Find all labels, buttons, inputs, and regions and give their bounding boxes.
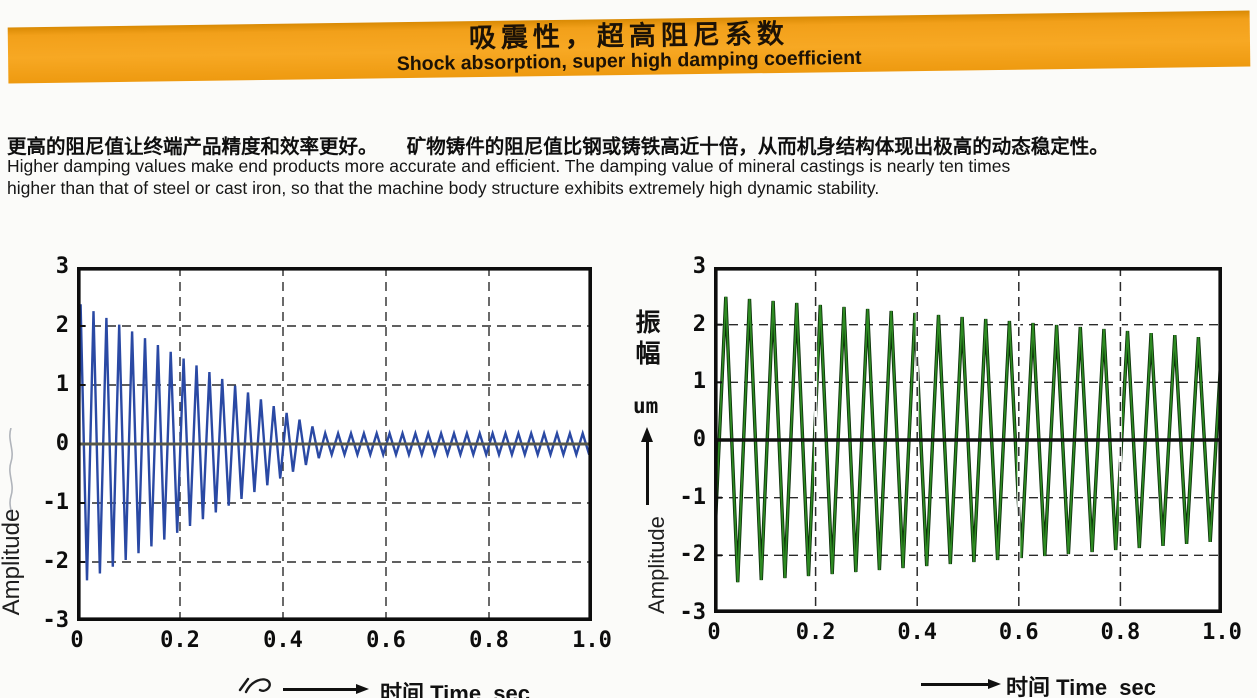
y-tick-label: 2 (692, 311, 706, 337)
x-tick-label: 0 (70, 628, 84, 653)
handwritten-mark (238, 677, 271, 694)
x-tick-label: 0.8 (469, 628, 509, 653)
y-tick-label: -2 (42, 549, 70, 574)
y-tick-label: -3 (42, 608, 70, 633)
intro-paragraph-en: Higher damping values make end products … (7, 156, 1010, 199)
y-tick-label: -3 (679, 600, 707, 625)
right-chart-plot (714, 267, 1222, 613)
scan-artifact-squiggle (9, 428, 13, 518)
y-tick-label: 1 (55, 372, 69, 397)
y-tick-label: 2 (55, 313, 69, 338)
y-tick-label: -1 (42, 490, 70, 515)
left-chart-xlabel: 时间 Time sec (380, 681, 530, 698)
up-arrow-icon (641, 427, 653, 505)
right-chart-xlabel: 时间 Time sec (1006, 675, 1156, 698)
banner: 吸震性，超高阻尼系数 Shock absorption, super high … (7, 10, 1251, 84)
right-chart-ylabel: Amplitude (644, 516, 669, 614)
right-chart-ylabel-unit: um (633, 394, 659, 418)
x-tick-label: 0.2 (795, 620, 836, 645)
right-arrow-icon (283, 684, 369, 694)
banner-title-en: Shock absorption, super high damping coe… (396, 46, 862, 76)
x-tick-label: 0 (707, 620, 721, 645)
x-tick-label: 0.6 (998, 620, 1039, 645)
y-tick-label: 3 (55, 254, 69, 279)
y-tick-label: 1 (692, 369, 706, 395)
intro-en-line1: Higher damping values make end products … (7, 156, 1011, 176)
left-chart-plot (77, 267, 592, 621)
plot-border (77, 267, 592, 621)
y-tick-label: 0 (692, 427, 706, 452)
plot-border (714, 267, 1222, 613)
x-tick-label: 1.0 (1202, 620, 1242, 645)
intro-en-line2: higher than that of steel or cast iron, … (7, 177, 880, 198)
intro-paragraph-zh: 更高的阻尼值让终端产品精度和效率更好。 矿物铸件的阻尼值比钢或铸铁高近十倍，从而… (7, 136, 1109, 158)
y-tick-label: 0 (55, 431, 69, 456)
x-tick-label: 0.4 (897, 620, 938, 645)
right-arrow-icon (921, 679, 1001, 689)
x-tick-label: 1.0 (572, 628, 612, 653)
x-tick-label: 0.8 (1100, 620, 1141, 645)
x-tick-label: 0.4 (263, 628, 303, 653)
y-tick-label: -1 (679, 484, 707, 510)
x-tick-label: 0.2 (160, 628, 200, 653)
x-tick-label: 0.6 (366, 628, 406, 653)
y-tick-label: 3 (692, 254, 706, 279)
y-tick-label: -2 (679, 542, 707, 568)
left-chart-ylabel: Amplitude (0, 508, 25, 616)
right-chart-ylabel-zh: 振幅 (635, 309, 661, 368)
